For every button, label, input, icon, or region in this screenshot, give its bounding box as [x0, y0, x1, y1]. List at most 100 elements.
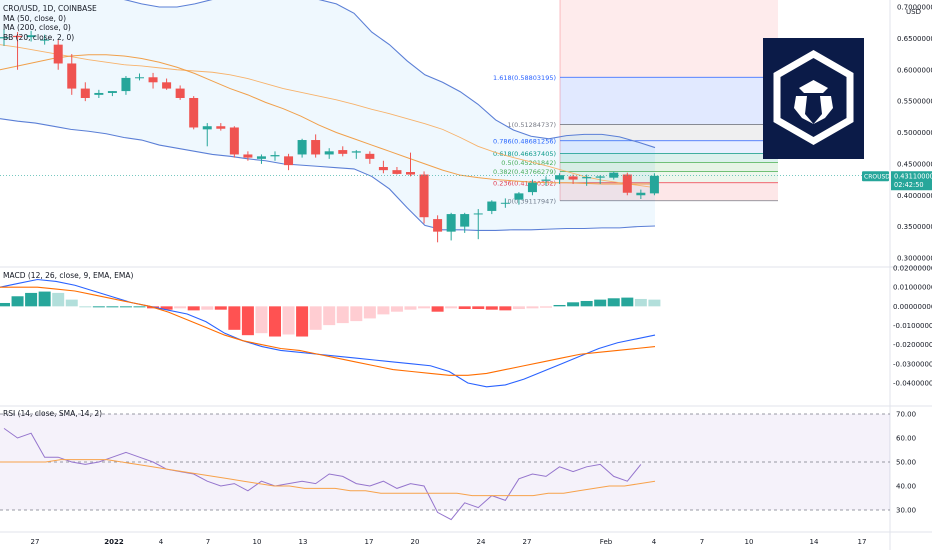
time-tick-label: 14 [810, 538, 819, 546]
macd-histogram-bar [160, 306, 173, 310]
macd-histogram-bar [648, 299, 661, 307]
macd-histogram-bar [282, 306, 295, 335]
symbol-badge [862, 171, 889, 182]
candle-body [609, 172, 619, 178]
candle-body [568, 176, 578, 180]
macd-histogram-bar [418, 306, 431, 309]
time-tick-label: Feb [600, 538, 613, 546]
candle-body [270, 155, 280, 157]
macd-histogram-bar [607, 298, 620, 307]
candle-body [649, 175, 659, 194]
ma50-legend: MA (50, close, 0) [3, 13, 67, 23]
macd-histogram-bar [485, 306, 498, 310]
macd-histogram-bar [214, 306, 227, 310]
fib-zone [560, 182, 778, 201]
candle-body [135, 77, 144, 79]
time-tick-label: 27 [523, 538, 532, 546]
candle-body [284, 156, 294, 166]
fib-zone [560, 140, 778, 154]
candle-body [40, 39, 50, 41]
candle-body [460, 214, 470, 227]
fib-label: 0(0.39117947) [508, 197, 557, 205]
price-tick-label: 0.65000000 [897, 35, 932, 43]
macd-histogram-bar [201, 306, 214, 310]
macd-histogram-bar [25, 292, 38, 307]
macd-histogram-bar [499, 306, 512, 311]
symbol-badge-text: CROUSD [864, 174, 890, 181]
macd-histogram-bar [512, 306, 525, 310]
price-tick-label: 0.50000000 [897, 129, 932, 137]
macd-histogram-bar [350, 306, 363, 322]
time-tick-label: 4 [159, 538, 164, 546]
price-badge-value: 0.43110000 [894, 173, 932, 181]
fib-label: 0.618(0.46637405) [493, 150, 556, 158]
fib-zone [560, 171, 778, 183]
currency-label: USD [906, 8, 921, 16]
candle-body [378, 167, 388, 171]
macd-histogram-bar [38, 291, 51, 307]
candle-body [392, 170, 402, 174]
symbol-label: CRO/USD, 1D, COINBASE [3, 4, 97, 13]
time-tick-label: 7 [700, 538, 704, 546]
candle-body [216, 126, 226, 129]
price-tick-label: 0.30000000 [897, 255, 932, 263]
macd-histogram-bar [472, 306, 485, 310]
candle-body [527, 182, 537, 193]
fib-label: 0.236(0.41990332) [493, 179, 556, 187]
candle-body [67, 63, 77, 89]
candle-body [595, 176, 605, 178]
macd-histogram-bar [445, 306, 458, 309]
bb-lower-line [0, 118, 656, 231]
price-legend: CRO/USD, 1D, COINBASE MA (50, close, 0) … [3, 4, 97, 42]
macd-histogram-bar [0, 302, 10, 307]
candle-body [487, 201, 497, 211]
time-tick-label: 7 [206, 538, 210, 546]
candle-body [53, 44, 63, 64]
fib-label: 0.382(0.43766279) [493, 168, 556, 176]
macd-histogram-bar [390, 306, 403, 312]
fib-zone [560, 77, 778, 125]
macd-histogram-bar [323, 306, 336, 326]
candle-body [26, 35, 36, 38]
candle-body [243, 154, 253, 158]
macd-tick-label: 0.01000000 [893, 284, 932, 292]
price-tick-label: 0.40000000 [897, 192, 932, 200]
macd-tick-label: 0.02000000 [893, 265, 932, 273]
macd-histogram-bar [106, 306, 119, 308]
candle-body [202, 126, 212, 130]
rsi-line [3, 427, 642, 521]
price-tick-label: 0.60000000 [897, 66, 932, 74]
candle-body [636, 192, 646, 196]
time-tick-label: 10 [253, 538, 262, 546]
macd-histogram-bar [621, 297, 634, 307]
macd-line [0, 278, 656, 388]
price-badge-countdown: 02:42:50 [894, 181, 924, 189]
price-tick-label: 0.70000000 [897, 4, 932, 12]
candle-body [148, 77, 158, 83]
candle-body [0, 37, 9, 39]
rsi-tick-label: 30.00 [896, 507, 916, 515]
price-tick-label: 0.55000000 [897, 98, 932, 106]
candle-body [555, 175, 565, 180]
bb-basis-line [0, 44, 656, 189]
signal-line [0, 286, 656, 376]
candle-body [582, 177, 592, 179]
ma200-legend: MA (200, close, 0) [3, 23, 71, 32]
macd-histogram-bar [377, 306, 390, 315]
rsi-tick-label: 40.00 [896, 483, 916, 491]
candle-body [351, 151, 361, 153]
time-tick-label: 10 [745, 538, 754, 546]
candle-body [514, 193, 524, 200]
macd-histogram-bar [65, 299, 78, 307]
candle-body [622, 174, 632, 193]
rsi-ma-line [0, 459, 656, 497]
time-tick-label: 17 [365, 538, 374, 546]
candle-body [297, 140, 307, 155]
macd-tick-label: -0.04000000 [893, 380, 932, 388]
candle-body [175, 88, 185, 98]
candle-body [162, 82, 172, 89]
candle-body [256, 156, 266, 159]
fib-label: 0.5(0.45201842) [501, 159, 556, 167]
fib-zone [560, 0, 778, 78]
